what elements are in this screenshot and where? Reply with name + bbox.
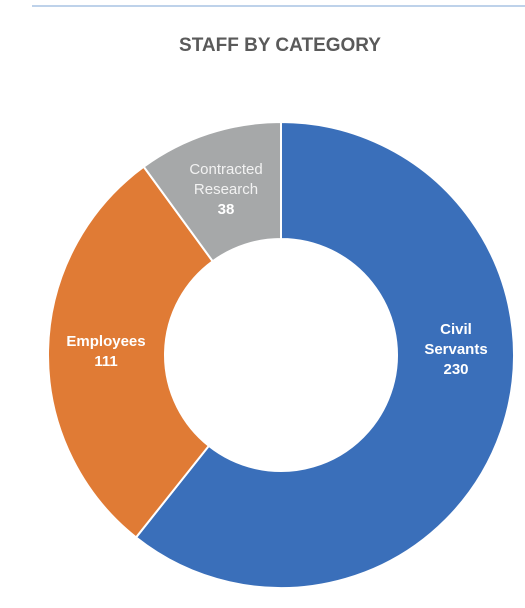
category-label: Contracted Research (189, 161, 263, 198)
slice-label: Employees 111 (46, 332, 166, 372)
slice-label: Civil Servants 230 (416, 320, 496, 380)
slice (142, 120, 282, 263)
category-label: Civil Servants (424, 321, 488, 358)
slice (47, 165, 215, 539)
chart-title: STAFF BY CATEGORY (179, 35, 381, 56)
value-label: 38 (217, 201, 235, 218)
slice (134, 120, 515, 589)
value-label: 230 (443, 361, 469, 378)
slice-label: Contracted Research 38 (176, 160, 276, 220)
value-label: 111 (94, 353, 118, 370)
category-label: Employees (66, 333, 146, 350)
